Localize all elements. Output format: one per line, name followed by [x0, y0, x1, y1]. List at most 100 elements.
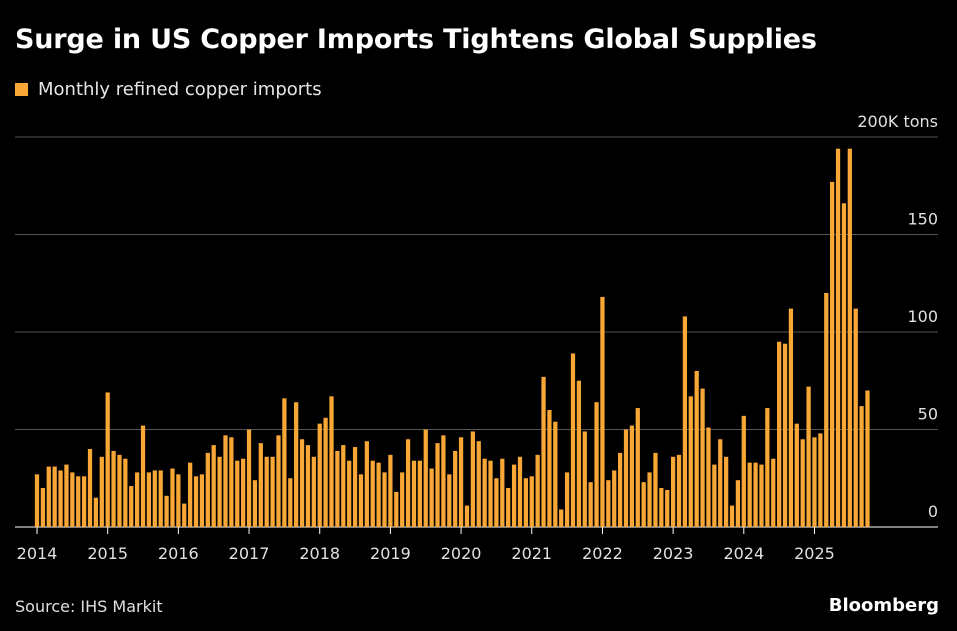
bar: [688, 396, 693, 527]
bar: [388, 454, 393, 527]
bar: [164, 495, 169, 527]
bar: [129, 486, 134, 527]
bar: [547, 410, 552, 527]
bar: [800, 439, 805, 527]
chart-title: Surge in US Copper Imports Tightens Glob…: [15, 24, 817, 55]
bar: [706, 427, 711, 527]
bar: [299, 439, 305, 527]
y-tick-labels: 0 50 100 150 200K tons: [857, 112, 938, 521]
bar: [824, 293, 829, 527]
bar: [606, 480, 611, 527]
bar: [205, 452, 210, 527]
bar: [641, 482, 646, 527]
x-tick-label: 2018: [299, 544, 340, 563]
bar: [111, 450, 116, 527]
y-tick-label: 200K tons: [857, 112, 938, 131]
bar: [806, 386, 811, 527]
bar: [718, 439, 723, 527]
bar: [311, 456, 316, 527]
gridlines: [15, 136, 938, 528]
x-tick-label: 2019: [370, 544, 411, 563]
bar: [258, 443, 263, 527]
bar: [117, 454, 122, 527]
bar: [252, 480, 258, 527]
x-tick-label: 2020: [441, 544, 482, 563]
bar: [771, 458, 776, 527]
bar: [146, 472, 152, 527]
bar: [488, 460, 493, 527]
x-tick-label: 2017: [229, 544, 270, 563]
bar: [676, 454, 682, 527]
y-tick-label: 0: [928, 502, 938, 521]
bar: [99, 456, 104, 527]
bar: [282, 398, 287, 527]
bar: [229, 437, 234, 527]
bar: [188, 462, 193, 527]
bar: [541, 376, 546, 527]
bar: [417, 460, 422, 527]
bar: [411, 460, 417, 527]
bar: [665, 489, 670, 527]
bar: [847, 148, 852, 527]
bar: [777, 341, 782, 527]
bar: [741, 415, 746, 527]
bar: [623, 429, 629, 527]
bar: [352, 447, 358, 527]
bar: [70, 472, 75, 527]
bar: [34, 474, 40, 527]
bar: [535, 454, 540, 527]
bar: [429, 468, 434, 527]
bar: [193, 476, 199, 527]
bar: [323, 417, 328, 527]
bar: [40, 488, 46, 527]
bar: [317, 423, 322, 527]
x-tick-label: 2024: [723, 544, 764, 563]
bar: [223, 435, 228, 527]
bloomberg-logo: Bloomberg: [828, 595, 939, 616]
bar: [682, 316, 688, 527]
bar: [700, 388, 705, 527]
bar: [435, 443, 440, 527]
bar: [670, 456, 676, 527]
bar: [594, 402, 599, 527]
bar: [553, 421, 558, 527]
bar: [476, 441, 481, 527]
bar: [647, 472, 652, 527]
bar: [52, 466, 57, 527]
bar: [859, 406, 864, 527]
bar: [500, 458, 505, 527]
bar: [376, 462, 381, 527]
bar: [370, 460, 375, 527]
bar: [105, 392, 110, 527]
bar: [458, 437, 464, 527]
source-note: Source: IHS Markit: [15, 597, 163, 616]
x-tick-label: 2025: [794, 544, 835, 563]
bar: [158, 470, 163, 527]
bar: [759, 464, 764, 527]
x-tick-label: 2023: [653, 544, 694, 563]
x-tick-label: 2014: [17, 544, 58, 563]
bar: [135, 472, 140, 527]
bar: [853, 308, 858, 527]
bar: [724, 456, 729, 527]
bar: [335, 450, 340, 527]
bar: [199, 474, 205, 527]
bar: [182, 503, 187, 527]
x-tick-label: 2021: [511, 544, 552, 563]
bar: [588, 482, 593, 527]
bar: [765, 408, 770, 527]
bar: [511, 464, 517, 527]
bar: [617, 452, 623, 527]
bar: [276, 435, 281, 527]
bar: [405, 439, 411, 527]
bar: [830, 181, 835, 527]
bar: [329, 396, 334, 527]
bar: [46, 466, 51, 527]
bar: [694, 371, 699, 527]
bar: [294, 402, 299, 527]
bar: [305, 445, 311, 527]
bar: [358, 474, 364, 527]
bars: [34, 148, 870, 528]
bar: [865, 390, 870, 527]
bar: [93, 497, 99, 527]
